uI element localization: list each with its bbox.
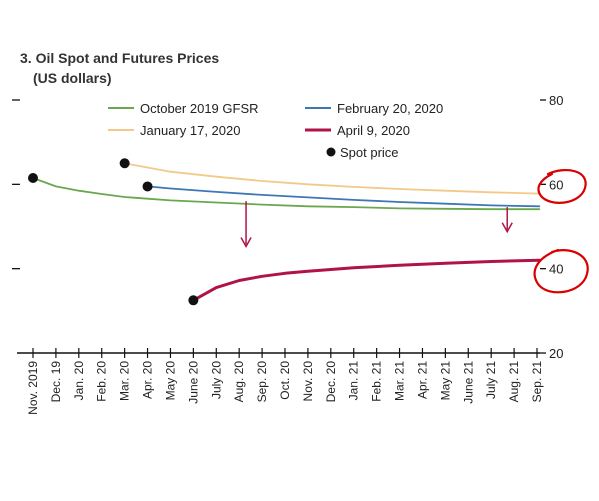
x-tick-label: Aug. 20: [232, 361, 246, 403]
x-tick-label: Dec. 20: [324, 361, 338, 403]
x-tick-label: July 20: [209, 361, 223, 399]
x-tick-label: Oct. 20: [278, 361, 292, 400]
x-tick-label: Sep. 20: [255, 361, 269, 403]
chart-legend: October 2019 GFSR February 20, 2020 Januar…: [108, 101, 443, 160]
x-tick-label: Nov. 20: [301, 361, 315, 402]
chart-axes: Nov. 2019 Dec. 19 Jan. 20 Feb. 20 Mar. 20 Apr…: [12, 93, 563, 415]
x-tick-label: Nov. 2019: [26, 361, 40, 415]
arrow-head: [240, 237, 252, 249]
legend-entry: April 9, 2020: [337, 123, 410, 138]
spot-price-point: [28, 173, 38, 184]
series-line: [123, 162, 541, 195]
x-tick-label: Mar. 21: [393, 361, 407, 401]
legend-entry: October 2019 GFSR: [140, 101, 259, 116]
chart-series: [28, 158, 541, 306]
x-tick-label: Apr. 21: [415, 361, 429, 399]
series-line: [191, 258, 541, 302]
x-tick-label: Apr. 20: [141, 361, 155, 399]
x-tick-label: Jan. 20: [72, 361, 86, 401]
spot-price-point: [188, 295, 199, 306]
x-tick-label: Feb. 21: [370, 361, 384, 402]
x-tick-label: May 21: [438, 361, 452, 401]
x-tick-label: June 20: [186, 361, 200, 404]
spot-price-point: [119, 158, 130, 169]
series-line: [146, 185, 541, 208]
series-line: [32, 177, 541, 211]
x-tick-label: June 21: [461, 361, 475, 404]
legend-entry: January 17, 2020: [140, 123, 240, 138]
y-tick-label: 80: [549, 93, 563, 108]
chart-title: 3. Oil Spot and Futures Prices: [20, 50, 220, 66]
x-tick-label: July 21: [484, 361, 498, 399]
spot-price-point: [142, 181, 153, 192]
chart-subtitle: (US dollars): [33, 70, 112, 86]
x-tick-label: Sep. 21: [530, 361, 544, 403]
y-tick-label: 40: [549, 262, 563, 277]
x-tick-label: May 20: [163, 361, 177, 401]
legend-spot-marker: [326, 147, 336, 157]
x-tick-label: Dec. 19: [49, 361, 63, 403]
y-tick-label: 20: [549, 346, 563, 361]
hand-drawn-circle: [533, 248, 589, 294]
arrow-head: [501, 222, 513, 234]
chart-annotations: [240, 169, 589, 294]
x-tick-label: Mar. 20: [118, 361, 132, 401]
hand-drawn-circle: [537, 169, 587, 204]
x-tick-label: Aug. 21: [507, 361, 521, 403]
legend-entry: February 20, 2020: [337, 101, 443, 116]
y-tick-label: 60: [549, 177, 563, 192]
x-tick-label: Feb. 20: [95, 361, 109, 402]
legend-entry: Spot price: [340, 145, 399, 160]
x-tick-label: Jan. 21: [347, 361, 361, 401]
